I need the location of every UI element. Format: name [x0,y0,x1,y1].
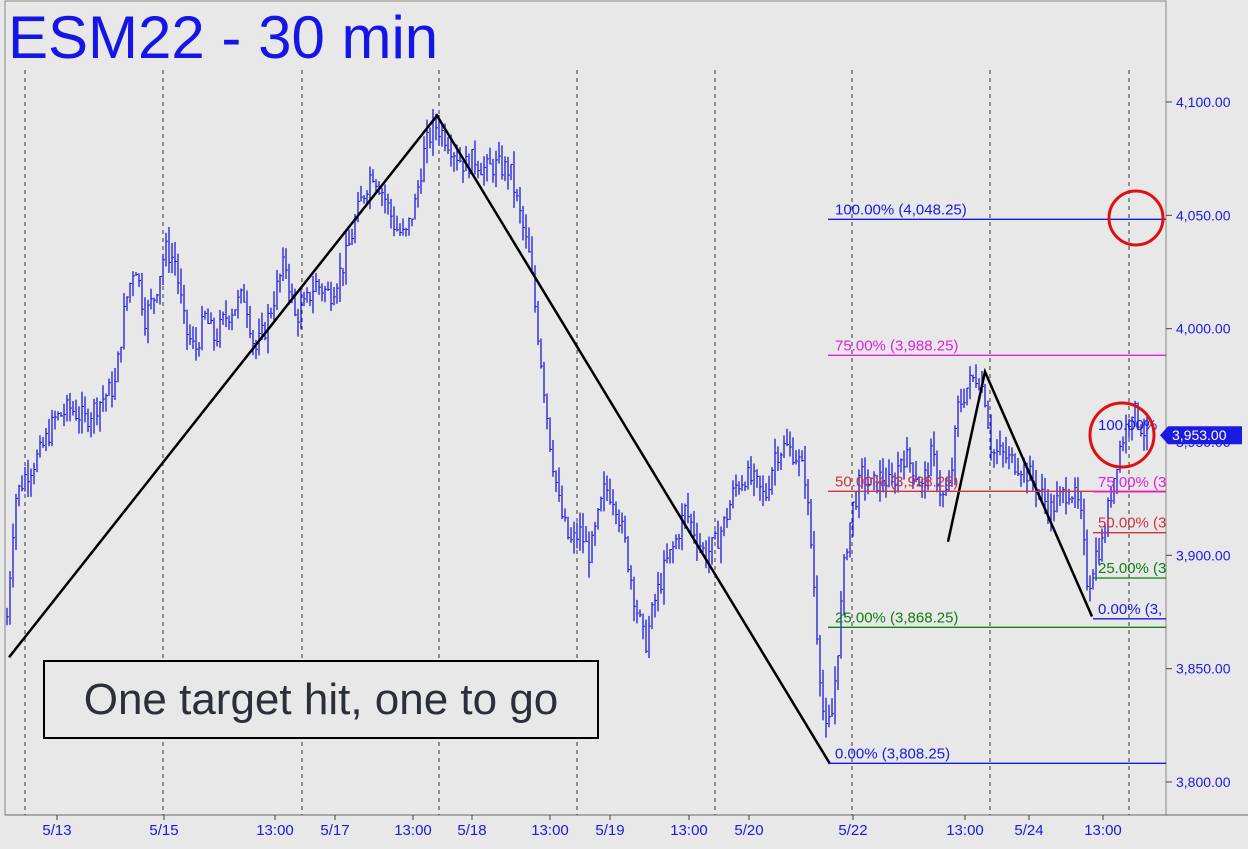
pattern-line [8,113,832,765]
fib-small-label: 100.00% [1098,417,1157,434]
fib-small-label: 75.00% (3 [1098,474,1166,491]
x-tick-label: 13:00 [394,822,432,839]
y-tick-label: 3,900.00 [1176,547,1231,563]
fib-small-label: 0.00% (3, [1098,601,1162,618]
target-circle-upper [1107,189,1165,247]
y-tick-label: 4,100.00 [1176,94,1231,110]
price-badge-label: 3,953.00 [1172,427,1227,443]
price-badge [1160,426,1242,445]
y-tick-label: 4,050.00 [1176,207,1231,223]
fib-level-label: 75.00% (3,988.25) [835,337,958,354]
x-tick-label: 5/19 [595,822,624,839]
y-tick-label: 3,800.00 [1176,774,1231,790]
chart-title: ESM22 - 30 min [8,4,439,71]
y-tick-label: 4,000.00 [1176,321,1231,337]
x-tick-label: 13:00 [946,822,984,839]
fib-small-label: 25.00% (3 [1098,560,1166,577]
pattern-line [946,367,1094,618]
x-tick-label: 5/17 [320,822,349,839]
x-tick-label: 5/20 [734,822,763,839]
fib-level-label: 25.00% (3,868.25) [835,609,958,626]
fib-level-label: 100.00% (4,048.25) [835,201,967,218]
x-tick-label: 5/22 [838,822,867,839]
x-tick-label: 13:00 [531,822,569,839]
y-tick-label: 3,850.00 [1176,661,1231,677]
annotation-text: One target hit, one to go [83,674,559,724]
x-tick-label: 13:00 [1084,822,1122,839]
target-circle-hit [1088,401,1156,469]
x-tick-label: 5/18 [457,822,486,839]
fib-level-label: 50.00% (3,928.25) [835,473,958,490]
x-tick-label: 13:00 [256,822,294,839]
annotation-box: One target hit, one to go [43,660,599,739]
x-tick-label: 13:00 [670,822,708,839]
fib-level-label: 0.00% (3,808.25) [835,745,950,762]
x-tick-label: 5/24 [1014,822,1043,839]
x-tick-label: 5/15 [149,822,178,839]
fib-small-label: 50.00% (3 [1098,515,1166,532]
x-tick-label: 5/13 [42,822,71,839]
